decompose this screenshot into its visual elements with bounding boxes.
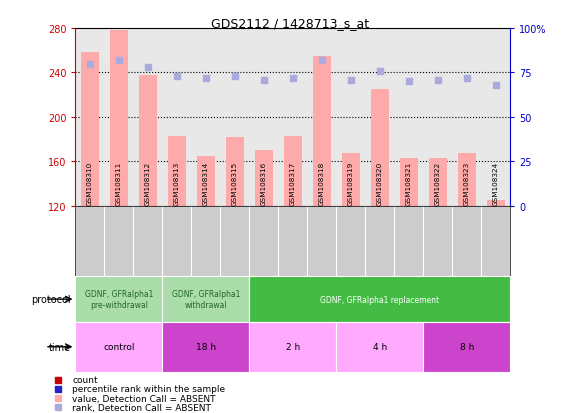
Bar <box>313 57 331 206</box>
Bar <box>249 322 336 372</box>
Bar <box>162 322 249 372</box>
Bar <box>162 277 249 322</box>
Bar <box>284 137 302 206</box>
Bar <box>75 322 162 372</box>
Bar <box>342 153 360 206</box>
Bar <box>429 159 447 206</box>
Bar <box>110 31 128 206</box>
Point <box>491 83 501 89</box>
Bar <box>249 277 510 322</box>
Point <box>230 74 240 80</box>
Point <box>404 79 414 85</box>
Point <box>317 57 327 64</box>
Text: 2 h: 2 h <box>286 342 300 351</box>
Point <box>433 77 443 84</box>
Bar <box>75 277 162 322</box>
Point <box>288 75 298 82</box>
Point <box>346 77 356 84</box>
Bar <box>336 322 423 372</box>
Point <box>259 77 269 84</box>
Text: GDNF, GFRalpha1
pre-withdrawal: GDNF, GFRalpha1 pre-withdrawal <box>85 290 153 309</box>
Bar <box>226 138 244 206</box>
Point <box>172 74 182 80</box>
Text: 4 h: 4 h <box>373 342 387 351</box>
Text: control: control <box>103 342 135 351</box>
Text: protocol: protocol <box>31 294 71 304</box>
Point <box>462 75 472 82</box>
Text: value, Detection Call = ABSENT: value, Detection Call = ABSENT <box>72 394 216 403</box>
Point <box>114 57 124 64</box>
Bar <box>423 322 510 372</box>
Bar <box>255 151 273 206</box>
Bar <box>487 201 505 206</box>
Text: GDNF, GFRalpha1
withdrawal: GDNF, GFRalpha1 withdrawal <box>172 290 240 309</box>
Bar <box>458 153 476 206</box>
Text: time: time <box>49 342 71 352</box>
Text: rank, Detection Call = ABSENT: rank, Detection Call = ABSENT <box>72 403 211 412</box>
Point <box>201 75 211 82</box>
Bar <box>81 53 99 206</box>
Bar <box>139 76 157 206</box>
Point <box>143 65 153 71</box>
Text: GDNF, GFRalpha1 replacement: GDNF, GFRalpha1 replacement <box>320 295 440 304</box>
Point <box>375 68 385 75</box>
Text: 18 h: 18 h <box>196 342 216 351</box>
Text: count: count <box>72 375 98 385</box>
Point <box>85 61 95 68</box>
Text: 8 h: 8 h <box>460 342 474 351</box>
Text: GDS2112 / 1428713_s_at: GDS2112 / 1428713_s_at <box>211 17 369 29</box>
Bar <box>400 159 418 206</box>
Bar <box>197 157 215 206</box>
Bar <box>168 137 186 206</box>
Bar <box>371 90 389 206</box>
Text: percentile rank within the sample: percentile rank within the sample <box>72 385 226 394</box>
